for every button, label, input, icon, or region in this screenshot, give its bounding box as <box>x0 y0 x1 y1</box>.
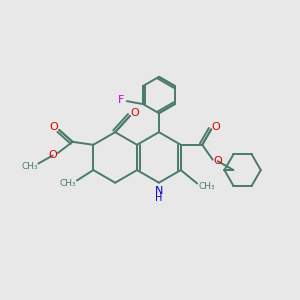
Text: CH₃: CH₃ <box>198 182 215 191</box>
Text: O: O <box>211 122 220 132</box>
Text: O: O <box>50 122 58 132</box>
Text: CH₃: CH₃ <box>22 162 38 171</box>
Text: H: H <box>155 193 163 202</box>
Text: CH₃: CH₃ <box>59 179 76 188</box>
Text: O: O <box>213 156 222 166</box>
Text: F: F <box>118 95 125 105</box>
Text: N: N <box>155 186 163 196</box>
Text: O: O <box>130 108 139 118</box>
Text: O: O <box>48 151 57 160</box>
